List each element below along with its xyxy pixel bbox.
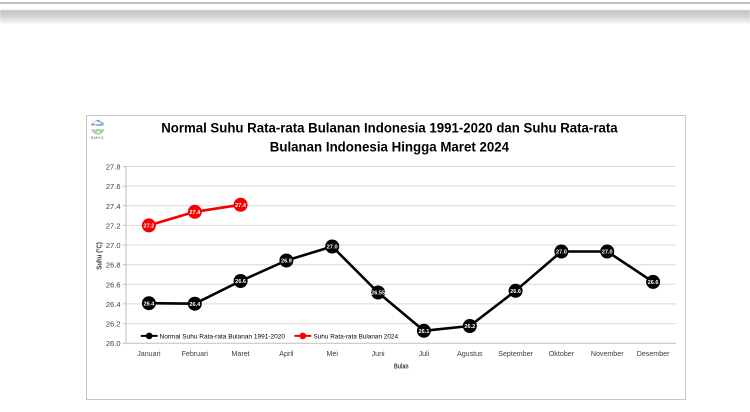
- svg-text:26.0: 26.0: [106, 339, 121, 348]
- svg-text:Desember: Desember: [637, 350, 670, 358]
- svg-text:27.0: 27.0: [106, 241, 121, 250]
- svg-text:27.0: 27.0: [556, 250, 567, 256]
- svg-text:26.1: 26.1: [418, 329, 429, 335]
- svg-text:26.4: 26.4: [106, 300, 121, 309]
- svg-text:26.2: 26.2: [464, 324, 475, 330]
- svg-text:26.9: 26.9: [281, 259, 292, 265]
- svg-text:26.6: 26.6: [648, 280, 659, 286]
- svg-text:27.8: 27.8: [106, 163, 121, 172]
- svg-text:November: November: [591, 350, 624, 358]
- svg-text:Oktober: Oktober: [549, 350, 575, 358]
- svg-text:Normal Suhu Rata-rata Bulanan: Normal Suhu Rata-rata Bulanan Indonesia …: [161, 120, 618, 135]
- svg-text:Agustus: Agustus: [457, 350, 483, 358]
- svg-text:Januari: Januari: [137, 350, 161, 358]
- svg-text:27.4: 27.4: [106, 202, 121, 211]
- svg-text:27.2: 27.2: [106, 221, 121, 230]
- svg-text:Juli: Juli: [419, 350, 430, 358]
- svg-text:26.6: 26.6: [106, 280, 121, 289]
- svg-text:Bulanan Indonesia Hingga Maret: Bulanan Indonesia Hingga Maret 2024: [270, 139, 510, 154]
- svg-text:27.0: 27.0: [602, 250, 613, 256]
- svg-text:26.4: 26.4: [189, 302, 201, 308]
- svg-text:26.6: 26.6: [510, 289, 521, 295]
- svg-text:Suhu (°C): Suhu (°C): [95, 242, 104, 270]
- svg-text:26.4: 26.4: [143, 301, 155, 307]
- svg-text:BMKG: BMKG: [91, 135, 104, 140]
- svg-text:26.2: 26.2: [106, 320, 121, 329]
- svg-text:Maret: Maret: [232, 350, 250, 358]
- svg-text:26.55: 26.55: [371, 291, 385, 297]
- svg-text:Februari: Februari: [182, 350, 209, 358]
- svg-text:26.6: 26.6: [235, 279, 246, 285]
- svg-text:April: April: [279, 350, 294, 358]
- svg-text:27.4: 27.4: [189, 210, 201, 216]
- svg-text:27.0: 27.0: [327, 245, 338, 251]
- svg-text:26.8: 26.8: [106, 261, 121, 270]
- svg-text:Bulan: Bulan: [394, 361, 409, 370]
- svg-text:Juni: Juni: [372, 350, 385, 358]
- svg-text:27.6: 27.6: [106, 182, 121, 191]
- svg-text:27.4: 27.4: [235, 203, 247, 209]
- svg-text:Normal Suhu Rata-rata Bulanan: Normal Suhu Rata-rata Bulanan 1991-2020: [160, 333, 286, 340]
- svg-text:September: September: [498, 350, 533, 358]
- svg-text:Mei: Mei: [326, 350, 338, 358]
- svg-text:27.2: 27.2: [143, 224, 154, 230]
- svg-text:Suhu Rata-rata Bulanan 2024: Suhu Rata-rata Bulanan 2024: [314, 333, 399, 340]
